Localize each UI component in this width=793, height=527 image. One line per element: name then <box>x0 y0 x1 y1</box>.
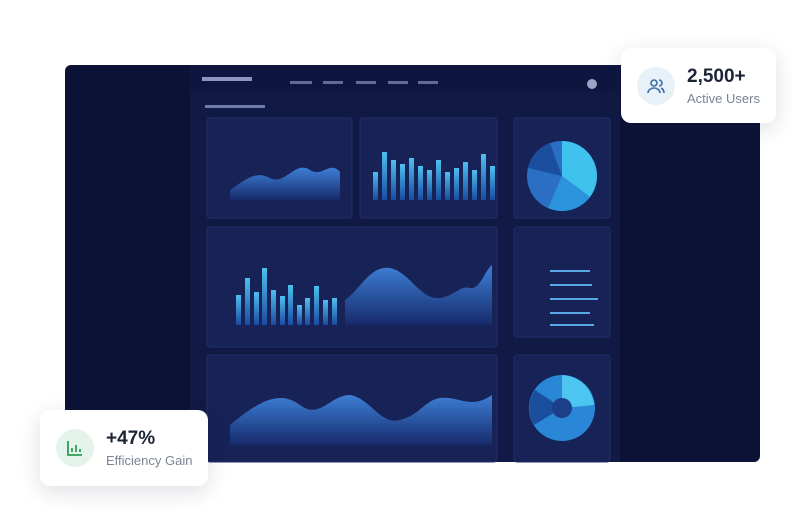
stat-label: Active Users <box>687 90 760 106</box>
stat-card: 2,500+ Active Users <box>621 48 776 123</box>
users-icon <box>637 66 675 105</box>
stat-value: +47% <box>106 428 156 449</box>
stat-card: +47% Efficiency Gain <box>40 410 208 486</box>
stat-value: 2,500+ <box>687 65 746 87</box>
stat-label: Efficiency Gain <box>106 453 193 468</box>
chart-icon <box>56 429 94 467</box>
